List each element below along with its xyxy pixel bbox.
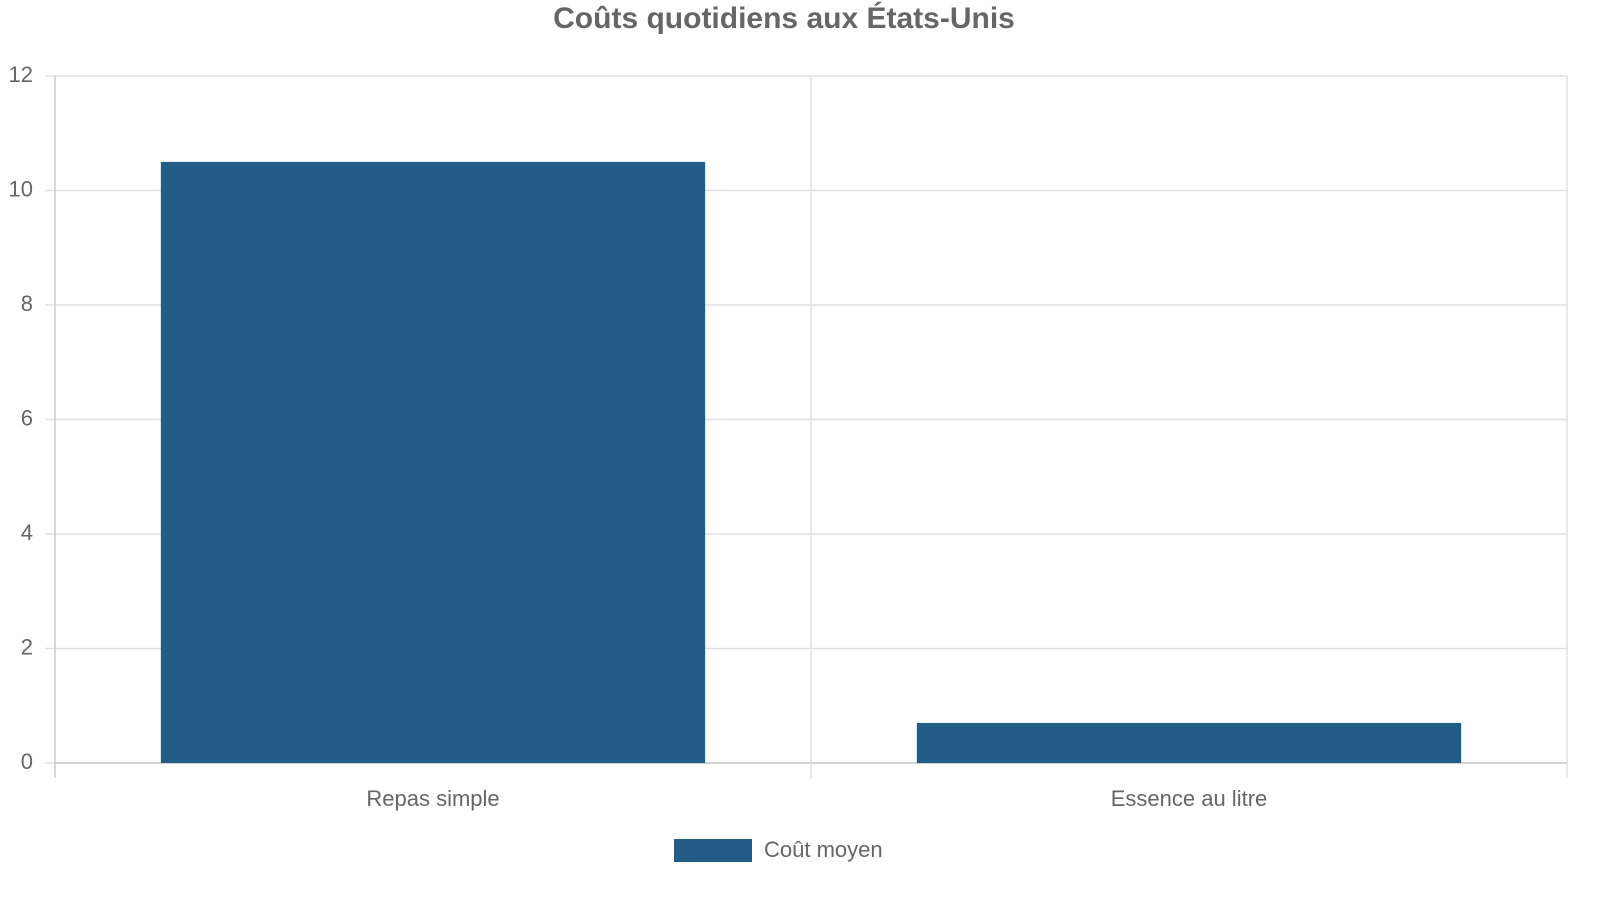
chart-title: Coûts quotidiens aux États-Unis (553, 1, 1015, 35)
legend-label: Coût moyen (764, 837, 883, 862)
x-tick-label: Essence au litre (1111, 786, 1268, 811)
bar (160, 161, 706, 763)
legend-swatch (674, 839, 752, 862)
y-tick-label: 4 (21, 520, 33, 545)
y-tick-label: 12 (9, 62, 33, 87)
y-tick-label: 8 (21, 291, 33, 316)
x-tick-label: Repas simple (366, 786, 499, 811)
y-tick-label: 10 (9, 176, 33, 201)
bar (916, 722, 1462, 763)
y-tick-label: 0 (21, 749, 33, 774)
y-tick-label: 6 (21, 405, 33, 430)
y-tick-label: 2 (21, 634, 33, 659)
